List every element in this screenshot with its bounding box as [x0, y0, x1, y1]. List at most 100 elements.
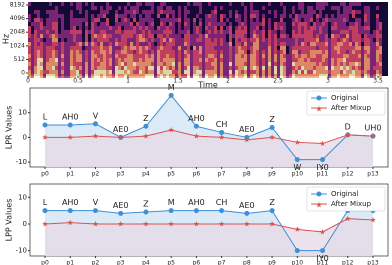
spectrogram-cell — [133, 62, 136, 66]
marker — [168, 221, 175, 227]
spectrogram-cell — [55, 10, 58, 14]
spectrogram-cell — [160, 62, 163, 66]
spectrogram-cell — [88, 58, 91, 62]
spectrogram-cell — [127, 26, 130, 30]
spectrogram-cell — [100, 10, 103, 14]
spectrogram-cell — [217, 42, 220, 46]
spectrogram-cell — [52, 34, 55, 38]
spectrogram-cell — [325, 30, 328, 34]
spectrogram-cell — [34, 54, 37, 58]
spectrogram-cell — [223, 30, 226, 34]
spectrogram-cell — [304, 14, 307, 18]
spectrogram-cell — [199, 42, 202, 46]
spectrogram-cell — [34, 46, 37, 50]
spectrogram-cell — [241, 34, 244, 38]
point-label: AE0 — [239, 125, 255, 134]
spectrogram-cell — [103, 54, 106, 58]
marker — [370, 217, 376, 223]
spectrogram-cell — [46, 58, 49, 62]
spectrogram-cell — [193, 74, 196, 78]
spectrogram-cell — [214, 26, 217, 30]
spectrogram-cell — [283, 70, 286, 74]
spectrogram-cell — [40, 42, 43, 46]
y-tick-label: 10 — [18, 193, 27, 201]
spectrogram-cell — [340, 30, 343, 34]
spectrogram-cell — [214, 58, 217, 62]
spectrogram-cell — [73, 22, 76, 26]
spectrogram-cell — [214, 42, 217, 46]
spectrogram-cell — [88, 62, 91, 66]
spectrogram-cell — [316, 34, 319, 38]
spectrogram-cell — [67, 38, 70, 42]
spectrogram-cell — [334, 46, 337, 50]
spectrogram-cell — [334, 6, 337, 10]
spectrogram-cell — [256, 70, 259, 74]
spectrogram-cell — [337, 46, 340, 50]
spectrogram-cell — [205, 50, 208, 54]
spectrogram-cell — [130, 54, 133, 58]
spectrogram-cell — [193, 46, 196, 50]
spectrogram-cell — [106, 46, 109, 50]
spectrogram-cell — [70, 70, 73, 74]
legend-marker — [316, 191, 322, 197]
spectrogram-cell — [313, 58, 316, 62]
spectrogram-cell — [163, 50, 166, 54]
spectrogram-cell — [55, 62, 58, 66]
spectrogram-cell — [70, 18, 73, 22]
spectrogram-cell — [187, 18, 190, 22]
spectrogram-cell — [103, 34, 106, 38]
spectrogram-cell — [61, 50, 64, 54]
spectrogram-cell — [280, 22, 283, 26]
marker — [294, 157, 300, 163]
spectrogram-cell — [358, 50, 361, 54]
spectrogram-cell — [355, 50, 358, 54]
spectrogram-cell — [127, 46, 130, 50]
spectrogram-cell — [307, 70, 310, 74]
spectrogram-cell — [121, 34, 124, 38]
spectrogram-cell — [139, 74, 142, 78]
spectrogram-cell — [187, 42, 190, 46]
spectrogram-cell — [178, 66, 181, 70]
spectrogram-cell — [289, 14, 292, 18]
spectrogram-cell — [37, 22, 40, 26]
spectrogram-cell — [103, 14, 106, 18]
spectrogram-cell — [313, 10, 316, 14]
spectrogram-cell — [151, 6, 154, 10]
spectrogram-cell — [199, 66, 202, 70]
spectrogram-cell — [331, 14, 334, 18]
spectrogram-cell — [301, 22, 304, 26]
spectrogram-cell — [349, 54, 352, 58]
spectrogram-cell — [175, 62, 178, 66]
spectrogram-cell — [199, 58, 202, 62]
spectrogram-cell — [79, 70, 82, 74]
point-label: Z — [269, 198, 275, 207]
spectrogram-cell — [52, 14, 55, 18]
spectrogram-cell — [355, 30, 358, 34]
spectrogram-cell — [91, 18, 94, 22]
spectrogram-cell — [250, 10, 253, 14]
spectrogram-cell — [226, 62, 229, 66]
spectrogram-cell — [298, 50, 301, 54]
spectrogram-cell — [148, 38, 151, 42]
spectrogram-cell — [31, 46, 34, 50]
point-label: IY0 — [316, 254, 328, 263]
spectrogram-cell — [307, 6, 310, 10]
spectrogram-cell — [76, 70, 79, 74]
spectrogram-cell — [337, 34, 340, 38]
spectrogram-cell — [220, 30, 223, 34]
spectrogram-cell — [199, 54, 202, 58]
spectrogram-cell — [301, 66, 304, 70]
spectrogram-cell — [178, 62, 181, 66]
spectrogram-cell — [367, 66, 370, 70]
spectrogram-cell — [316, 30, 319, 34]
spectrogram-cell — [322, 2, 325, 6]
spectrogram-cell — [256, 62, 259, 66]
spectrogram-cell — [223, 22, 226, 26]
spectrogram-cell — [79, 58, 82, 62]
spectrogram-cell — [64, 54, 67, 58]
spectrogram-cell — [82, 58, 85, 62]
spectrogram-cell — [253, 74, 256, 78]
spectrogram-cell — [175, 58, 178, 62]
spectrogram-cell — [205, 74, 208, 78]
